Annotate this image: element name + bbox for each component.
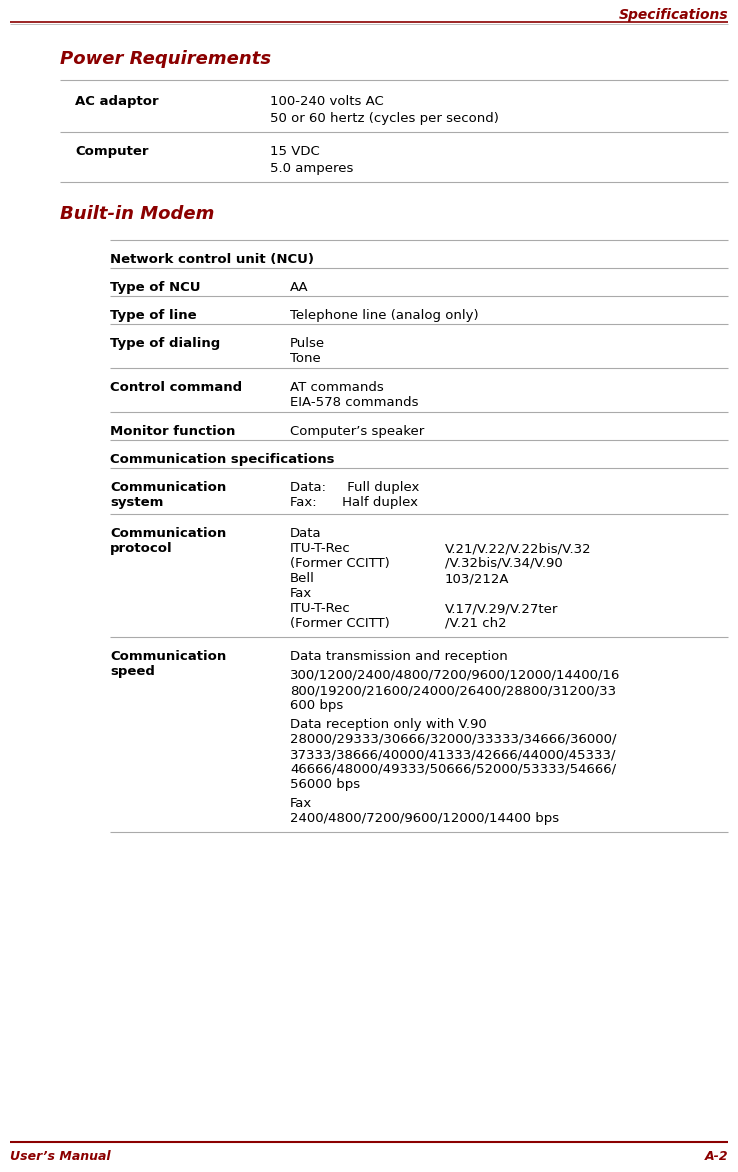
Text: 15 VDC: 15 VDC bbox=[270, 145, 320, 158]
Text: Tone: Tone bbox=[290, 352, 321, 364]
Text: Bell: Bell bbox=[290, 572, 315, 585]
Text: Built-in Modem: Built-in Modem bbox=[60, 205, 214, 223]
Text: Communication specifications: Communication specifications bbox=[110, 454, 334, 466]
Text: Data: Data bbox=[290, 527, 322, 540]
Text: AC adaptor: AC adaptor bbox=[75, 95, 159, 108]
Text: Data reception only with V.90: Data reception only with V.90 bbox=[290, 718, 487, 731]
Text: Fax:      Half duplex: Fax: Half duplex bbox=[290, 496, 418, 509]
Text: Data transmission and reception: Data transmission and reception bbox=[290, 650, 508, 663]
Text: A-2: A-2 bbox=[704, 1150, 728, 1163]
Text: AA: AA bbox=[290, 281, 308, 294]
Text: Fax: Fax bbox=[290, 797, 312, 810]
Text: protocol: protocol bbox=[110, 541, 173, 556]
Text: speed: speed bbox=[110, 665, 155, 677]
Text: Data:     Full duplex: Data: Full duplex bbox=[290, 481, 419, 495]
Text: Specifications: Specifications bbox=[618, 8, 728, 22]
Text: 800/19200/21600/24000/26400/28800/31200/33: 800/19200/21600/24000/26400/28800/31200/… bbox=[290, 684, 616, 697]
Text: 103/212A: 103/212A bbox=[445, 572, 509, 585]
Text: 46666/48000/49333/50666/52000/53333/54666/: 46666/48000/49333/50666/52000/53333/5466… bbox=[290, 763, 616, 776]
Text: Pulse: Pulse bbox=[290, 338, 325, 350]
Text: Communication: Communication bbox=[110, 650, 227, 663]
Text: 600 bps: 600 bps bbox=[290, 699, 343, 713]
Text: V.17/V.29/V.27ter: V.17/V.29/V.27ter bbox=[445, 602, 559, 615]
Text: 50 or 60 hertz (cycles per second): 50 or 60 hertz (cycles per second) bbox=[270, 113, 499, 125]
Text: AT commands: AT commands bbox=[290, 381, 384, 394]
Text: 100-240 volts AC: 100-240 volts AC bbox=[270, 95, 384, 108]
Text: Telephone line (analog only): Telephone line (analog only) bbox=[290, 309, 479, 322]
Text: Computer’s speaker: Computer’s speaker bbox=[290, 425, 424, 438]
Text: ITU-T-Rec: ITU-T-Rec bbox=[290, 602, 351, 615]
Text: (Former CCITT): (Former CCITT) bbox=[290, 616, 390, 631]
Text: Type of line: Type of line bbox=[110, 309, 196, 322]
Text: 28000/29333/30666/32000/33333/34666/36000/: 28000/29333/30666/32000/33333/34666/3600… bbox=[290, 732, 616, 747]
Text: Type of dialing: Type of dialing bbox=[110, 338, 220, 350]
Text: Monitor function: Monitor function bbox=[110, 425, 235, 438]
Text: 37333/38666/40000/41333/42666/44000/45333/: 37333/38666/40000/41333/42666/44000/4533… bbox=[290, 748, 616, 761]
Text: 5.0 amperes: 5.0 amperes bbox=[270, 162, 354, 175]
Text: V.21/V.22/V.22bis/V.32: V.21/V.22/V.22bis/V.32 bbox=[445, 541, 592, 556]
Text: Type of NCU: Type of NCU bbox=[110, 281, 201, 294]
Text: /V.21 ch2: /V.21 ch2 bbox=[445, 616, 506, 631]
Text: Power Requirements: Power Requirements bbox=[60, 50, 271, 68]
Text: system: system bbox=[110, 496, 163, 509]
Text: Communication: Communication bbox=[110, 527, 227, 540]
Text: Computer: Computer bbox=[75, 145, 148, 158]
Text: Communication: Communication bbox=[110, 481, 227, 495]
Text: EIA-578 commands: EIA-578 commands bbox=[290, 396, 418, 409]
Text: 56000 bps: 56000 bps bbox=[290, 778, 360, 791]
Text: Fax: Fax bbox=[290, 587, 312, 600]
Text: Network control unit (NCU): Network control unit (NCU) bbox=[110, 253, 314, 266]
Text: User’s Manual: User’s Manual bbox=[10, 1150, 111, 1163]
Text: /V.32bis/V.34/V.90: /V.32bis/V.34/V.90 bbox=[445, 557, 563, 570]
Text: 300/1200/2400/4800/7200/9600/12000/14400/16: 300/1200/2400/4800/7200/9600/12000/14400… bbox=[290, 669, 621, 682]
Text: 2400/4800/7200/9600/12000/14400 bps: 2400/4800/7200/9600/12000/14400 bps bbox=[290, 812, 559, 825]
Text: ITU-T-Rec: ITU-T-Rec bbox=[290, 541, 351, 556]
Text: Control command: Control command bbox=[110, 381, 242, 394]
Text: (Former CCITT): (Former CCITT) bbox=[290, 557, 390, 570]
